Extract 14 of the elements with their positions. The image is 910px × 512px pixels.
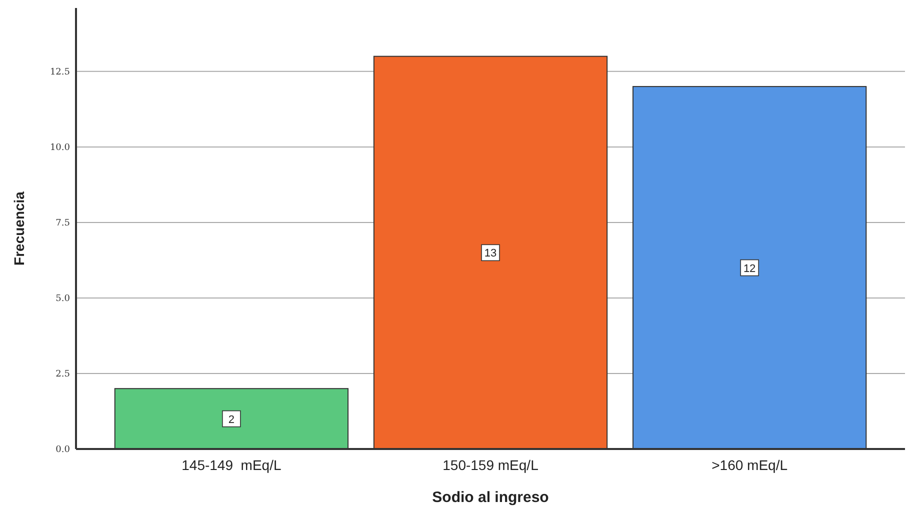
y-tick-label: 7.5 — [56, 218, 70, 228]
y-tick-label: 10.0 — [50, 142, 70, 153]
y-tick-label: 5.0 — [56, 294, 70, 304]
data-label: 13 — [484, 248, 497, 260]
x-tick-label: 145-149 mEq/L — [182, 457, 282, 473]
y-tick-label: 12.5 — [50, 67, 70, 78]
y-tick-label: 0.0 — [56, 445, 70, 455]
data-label: 12 — [743, 262, 756, 275]
x-tick-label: >160 mEq/L — [712, 457, 788, 473]
y-axis-title: Frecuencia — [11, 191, 27, 266]
x-axis-title: Sodio al ingreso — [432, 489, 549, 506]
data-label: 2 — [228, 414, 234, 426]
x-tick-label: 150-159 mEq/L — [442, 457, 539, 473]
y-tick-label: 2.5 — [56, 369, 70, 380]
